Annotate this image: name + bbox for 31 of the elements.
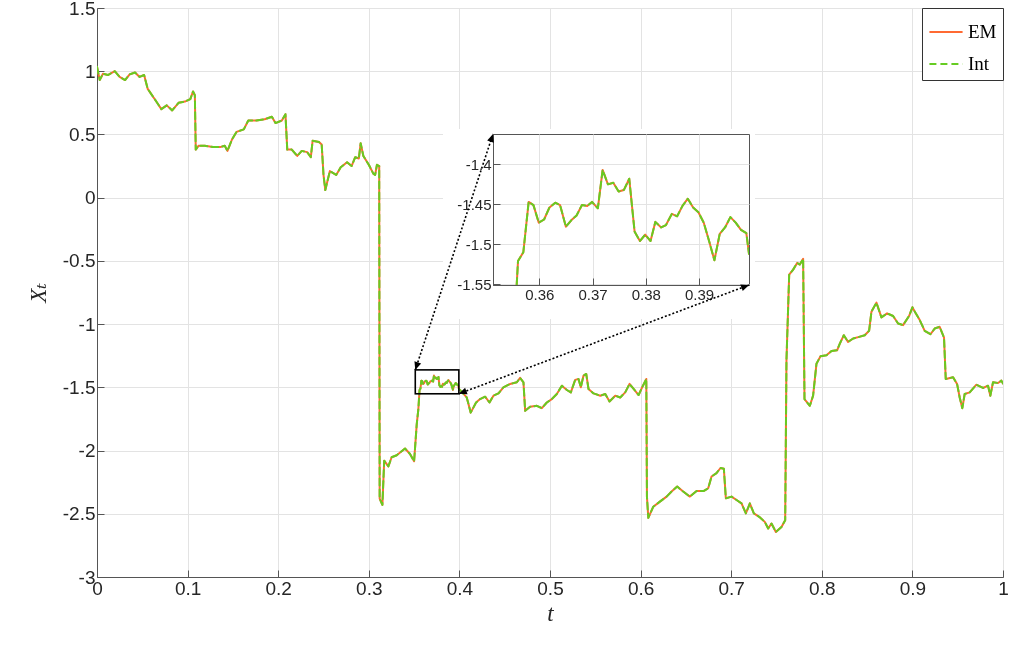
- y-tick-label: 1.5: [69, 0, 96, 19]
- x-tick-label: 1: [998, 577, 1009, 599]
- x-tick-label: 0.38: [631, 285, 661, 303]
- x-tick-label: 0.37: [578, 285, 608, 303]
- x-tick-label: 0.1: [174, 577, 202, 599]
- x-tick-label: 0.6: [627, 577, 655, 599]
- y-tick-label: -2: [78, 440, 96, 462]
- y-tick-label: -0.5: [62, 250, 96, 272]
- y-tick-label: -2.5: [62, 503, 96, 525]
- x-tick-label: 0.5: [537, 577, 564, 599]
- x-tick-label: 0.36: [525, 285, 555, 303]
- y-tick-label: -1.45: [457, 195, 492, 213]
- y-tick-label: -1: [78, 313, 96, 335]
- x-axis-title: t: [547, 600, 555, 626]
- y-tick-label: -1.5: [465, 235, 492, 253]
- y-tick-label: -1.5: [62, 376, 96, 398]
- y-axis-title: Xₜ: [25, 282, 51, 304]
- x-tick-label: 0.8: [809, 577, 836, 599]
- y-tick-label: -1.4: [465, 155, 492, 173]
- legend-label: EM: [968, 21, 997, 42]
- x-tick-label: 0.7: [718, 577, 745, 599]
- x-tick-label: 0.3: [356, 577, 383, 599]
- x-tick-label: 0.4: [446, 577, 474, 599]
- y-tick-label: 0.5: [69, 123, 96, 145]
- y-tick-label: 1: [84, 60, 96, 82]
- legend-label: Int: [968, 53, 990, 74]
- y-tick-label: -1.55: [457, 275, 492, 293]
- x-tick-label: 0.2: [265, 577, 292, 599]
- x-tick-label: 0.39: [684, 285, 715, 303]
- x-tick-label: 0.9: [899, 577, 927, 599]
- y-tick-label: 0: [84, 187, 96, 209]
